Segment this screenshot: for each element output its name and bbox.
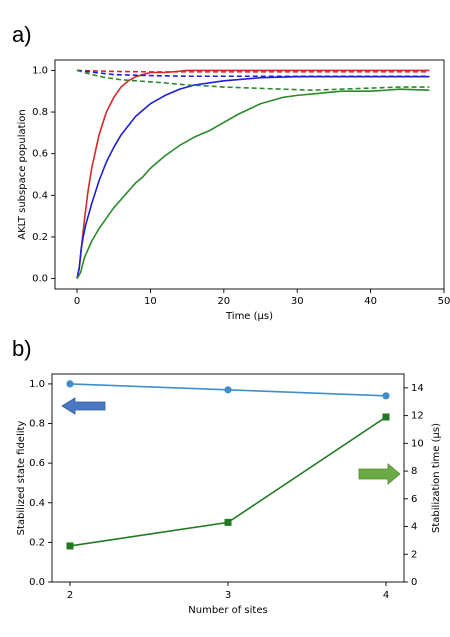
panel-a-y-tick-label: 0.4 <box>32 190 48 201</box>
panel-a-x-tick-label: 30 <box>291 296 304 307</box>
panel-b-left-y-tick-label: 0.0 <box>29 577 45 588</box>
panel-a-x-tick-label: 20 <box>217 296 230 307</box>
panel-b-left-y-tick-label: 0.2 <box>29 537 45 548</box>
panel-b-right-y-tick-label: 0 <box>411 577 417 588</box>
panel-a-label: a) <box>12 22 32 47</box>
panel-a-x-axis-label: Time (μs) <box>225 311 273 322</box>
panel-b-left-y-tick-label: 1.0 <box>29 379 45 390</box>
panel-b-right-y-tick-label: 6 <box>411 494 417 505</box>
panel-a-plot-frame <box>54 59 445 290</box>
panel-a-series-line-4 <box>76 69 430 78</box>
panel-b-label: b) <box>12 336 32 361</box>
panel-a-x-tick-label: 10 <box>144 296 157 307</box>
panel-a-y-tick-label: 0.8 <box>32 107 48 118</box>
panel-a-y-tick-label: 0.6 <box>32 149 48 160</box>
panel-a-series-line-3 <box>76 75 430 279</box>
panel-a-series-line-1 <box>76 69 430 279</box>
panel-b-series-2-point <box>382 413 390 421</box>
panel-b-series-1-point <box>66 380 74 388</box>
panel-b-right-arrow-annotation <box>358 463 401 485</box>
panel-b-series-line-2 <box>69 416 387 547</box>
panel-a-y-tick-label: 1.0 <box>32 65 48 76</box>
panel-b-right-y-tick-label: 10 <box>411 438 424 449</box>
panel-b-left-arrow-annotation <box>61 397 106 415</box>
panel-b-right-y-tick-label: 2 <box>411 549 417 560</box>
panel-a-y-tick-label: 0.0 <box>32 274 48 285</box>
panel-b-series-1-point <box>224 386 232 394</box>
panel-a-y-axis-label: AKLT subspace population <box>17 109 28 240</box>
panel-a-series-line-5 <box>76 88 430 279</box>
panel-a-x-tick-label: 40 <box>364 296 377 307</box>
panel-b-series-2-point <box>224 518 232 526</box>
panel-b-x-axis-label: Number of sites <box>188 605 267 616</box>
panel-b-x-tick-label: 4 <box>383 590 389 601</box>
panel-a-x-tick-label: 0 <box>74 296 80 307</box>
panel-b-left-y-tick-label: 0.4 <box>29 498 45 509</box>
panel-a-series-line-6 <box>76 69 430 91</box>
panel-b-x-tick-label: 2 <box>67 590 73 601</box>
panel-b-left-y-tick-label: 0.6 <box>29 458 45 469</box>
panel-b-right-y-tick-label: 12 <box>411 411 424 422</box>
panel-b-right-y-axis-label: Stabilization time (μs) <box>431 423 442 533</box>
panel-a-x-tick-label: 50 <box>438 296 450 307</box>
panel-b-right-y-tick-label: 14 <box>411 383 424 394</box>
panel-b-right-y-tick-label: 4 <box>411 522 417 533</box>
panel-b-right-y-tick-label: 8 <box>411 466 417 477</box>
panel-b-left-y-tick-label: 0.8 <box>29 419 45 430</box>
panel-b-x-tick-label: 3 <box>225 590 231 601</box>
panel-b-left-y-axis-label: Stabilized state fidelity <box>16 421 27 536</box>
panel-b-series-1-point <box>382 392 390 400</box>
panel-b-series-2-point <box>66 542 74 550</box>
panel-a-y-tick-label: 0.2 <box>32 232 48 243</box>
panel-a-series-line-2 <box>76 69 430 73</box>
